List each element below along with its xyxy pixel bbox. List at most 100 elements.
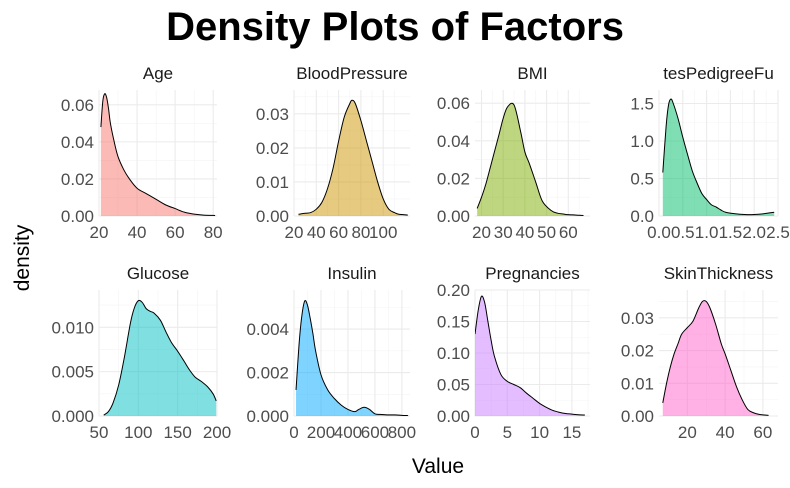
- x-tick-label: 40: [128, 223, 147, 242]
- density-area-bmi: [477, 103, 584, 216]
- density-curve-bmi: [476, 102, 584, 216]
- x-tick-label: 600: [361, 423, 389, 442]
- x-tick-label: 2.0: [742, 223, 766, 242]
- y-tick-label: 0.01: [256, 173, 289, 192]
- facet-label-pregnancies: Pregnancies: [485, 264, 580, 283]
- x-tick-label: 150: [163, 423, 191, 442]
- x-tick-label: 0.5: [671, 223, 695, 242]
- x-tick-label: 200: [307, 423, 335, 442]
- series-tespedigreefu: [662, 98, 775, 216]
- panel-bmi: BMI 20 30 40 50 60 0.00 0.02 0.04 0.06: [437, 64, 590, 242]
- facet-label-glucose: Glucose: [127, 264, 189, 283]
- series-bloodpressure: [298, 99, 408, 216]
- density-curve-glucose: [103, 299, 217, 416]
- y-tick-label: 0.5: [630, 170, 654, 189]
- series-age: [100, 93, 216, 216]
- density-curve-insulin: [295, 300, 409, 416]
- density-area-skinthickness: [662, 300, 769, 416]
- density-curve-pregnancies: [475, 295, 585, 416]
- x-tick-label: 100: [124, 423, 152, 442]
- x-tick-label: 5: [503, 423, 512, 442]
- y-tick-label: 0.00: [256, 207, 289, 226]
- density-area-pregnancies: [475, 296, 585, 416]
- y-tick-label: 0.02: [61, 170, 94, 189]
- y-tick-label: 0.10: [437, 344, 470, 363]
- y-tick-label: 1.0: [630, 132, 654, 151]
- facet-label-age: Age: [143, 64, 173, 83]
- facet-label-bmi: BMI: [517, 64, 547, 83]
- y-tick-label: 0.000: [51, 407, 94, 426]
- x-tick-label: 60: [559, 223, 578, 242]
- y-tick-label: 0.01: [621, 374, 654, 393]
- x-tick-label: 1.0: [695, 223, 719, 242]
- facet-label-skinthickness: SkinThickness: [664, 264, 774, 283]
- facet-label-insulin: Insulin: [327, 264, 376, 283]
- density-curve-age: [100, 93, 216, 216]
- panel-skinthickness: SkinThickness 20 40 60 0.00 0.01 0.02 0.03: [621, 264, 778, 442]
- y-tick-label: 0.06: [61, 96, 94, 115]
- x-tick-label: 60: [166, 223, 185, 242]
- y-tick-label: 0.04: [61, 133, 94, 152]
- x-tick-label: 60: [753, 423, 772, 442]
- x-tick-label: 20: [472, 223, 491, 242]
- y-tick-label: 0.03: [621, 309, 654, 328]
- series-insulin: [295, 300, 409, 416]
- density-area-tespedigreefu: [662, 98, 775, 216]
- y-tick-label: 0.00: [437, 407, 470, 426]
- chart-title: Density Plots of Factors: [166, 5, 624, 49]
- panel-pregnancies: Pregnancies 0 5 10 15 0.00 0.05 0.10 0.15 0.20: [437, 264, 590, 442]
- x-tick-label: 0: [289, 423, 298, 442]
- y-tick-label: 0.02: [256, 139, 289, 158]
- x-tick-label: 100: [369, 223, 397, 242]
- x-tick-label: 20: [285, 223, 304, 242]
- series-skinthickness: [662, 300, 769, 416]
- y-tick-label: 0.00: [621, 407, 654, 426]
- panel-age: Age 20 40 60 80 0.00 0.02 0.04 0.06: [61, 64, 223, 242]
- y-tick-label: 0.010: [51, 318, 94, 337]
- facet-label-tespedigreefu: tesPedigreeFu: [663, 64, 774, 83]
- x-tick-label: 1.5: [719, 223, 743, 242]
- y-tick-label: 0.0: [630, 207, 654, 226]
- x-tick-label: 0: [470, 423, 479, 442]
- density-area-insulin: [296, 300, 409, 416]
- panel-glucose: Glucose 50 100 150 200 0.000 0.005 0.010: [51, 264, 231, 442]
- series-bmi: [476, 102, 584, 216]
- x-tick-label: 40: [716, 423, 735, 442]
- x-tick-label: 80: [204, 223, 223, 242]
- y-axis-title: density: [11, 224, 34, 291]
- x-tick-label: 40: [515, 223, 534, 242]
- x-tick-label: 50: [537, 223, 556, 242]
- x-tick-label: 10: [530, 423, 549, 442]
- y-tick-label: 0.004: [246, 320, 289, 339]
- x-tick-label: 80: [351, 223, 370, 242]
- density-curve-tespedigreefu: [662, 98, 775, 216]
- density-area-bloodpressure: [298, 100, 408, 216]
- x-tick-label: 50: [90, 423, 109, 442]
- x-tick-label: 40: [307, 223, 326, 242]
- y-tick-label: 0.06: [437, 94, 470, 113]
- y-tick-label: 0.02: [621, 342, 654, 361]
- x-tick-label: 20: [678, 423, 697, 442]
- density-area-age: [100, 93, 216, 216]
- x-tick-label: 30: [494, 223, 513, 242]
- x-tick-label: 400: [334, 423, 362, 442]
- x-tick-label: 800: [388, 423, 416, 442]
- y-tick-label: 0.15: [437, 313, 470, 332]
- x-tick-label: 20: [90, 223, 109, 242]
- x-tick-label: 60: [329, 223, 348, 242]
- y-tick-label: 0.00: [437, 207, 470, 226]
- x-tick-label: 15: [562, 423, 581, 442]
- y-tick-label: 0.02: [437, 169, 470, 188]
- y-tick-label: 0.03: [256, 105, 289, 124]
- x-tick-label: 0.0: [647, 223, 671, 242]
- series-pregnancies: [475, 295, 585, 416]
- density-curve-skinthickness: [662, 300, 769, 416]
- x-tick-label: 200: [203, 423, 231, 442]
- x-axis-title: Value: [412, 455, 464, 478]
- y-tick-label: 0.005: [51, 363, 94, 382]
